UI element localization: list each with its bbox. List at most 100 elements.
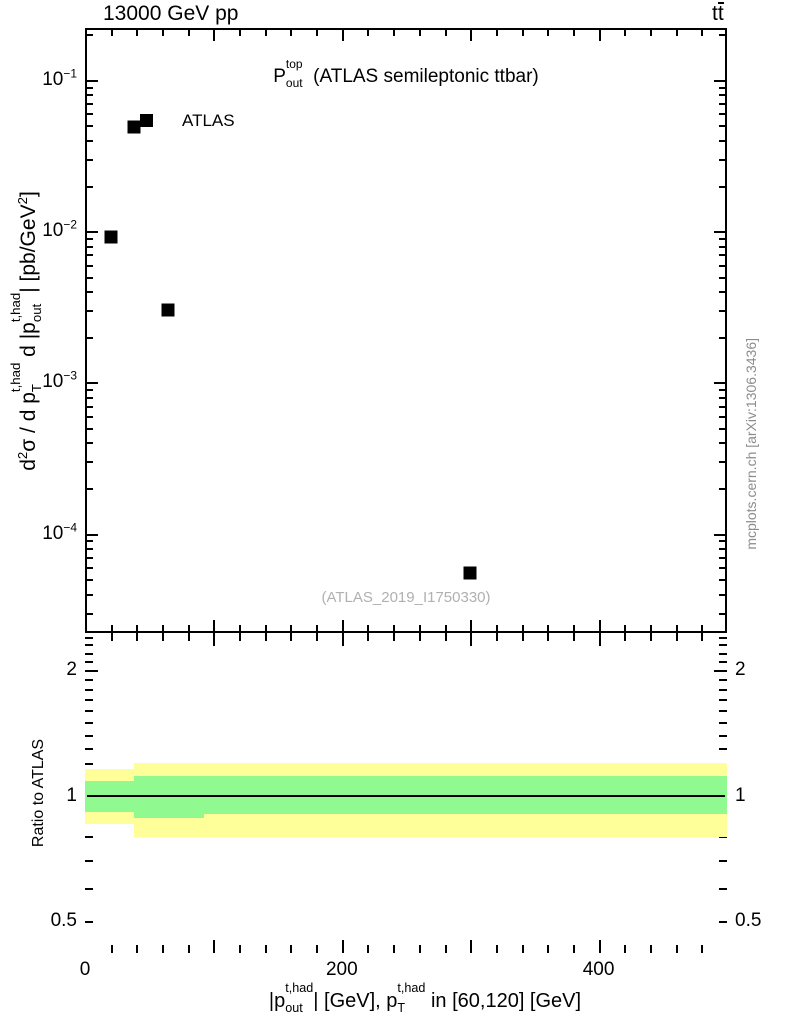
x-minor-tick (188, 633, 190, 641)
xt-sub2: T (397, 1001, 406, 1016)
x-minor-tick (188, 945, 190, 953)
y-minor-tick (719, 557, 727, 559)
y-major-tick (85, 534, 98, 536)
x-major-tick (599, 28, 601, 41)
y-minor-tick (719, 310, 727, 312)
y-minor-tick (85, 34, 93, 36)
y-minor-tick (85, 265, 93, 267)
inner-uncertainty-band-segment-1 (133, 775, 205, 818)
xt-p1: |p (268, 989, 286, 1012)
ratio-y-major-tick (714, 670, 727, 672)
y-minor-tick (719, 540, 727, 542)
xt-tail: in [60,120] [GeV] (430, 989, 582, 1012)
ratio-y-minor-tick (719, 679, 727, 681)
xt-sup1: t,had (285, 980, 314, 995)
ratio-y-minor-tick (85, 644, 93, 646)
x-minor-tick (624, 945, 626, 953)
y-minor-tick (719, 186, 727, 188)
x-minor-tick (162, 28, 164, 36)
x-minor-tick (393, 28, 395, 36)
x-minor-tick (522, 28, 524, 36)
x-minor-tick (111, 28, 113, 36)
x-major-tick (599, 620, 601, 633)
ratio-y-minor-tick (85, 689, 93, 691)
x-minor-tick (188, 28, 190, 36)
x-minor-tick (701, 625, 703, 633)
plot-title-symbol: P (273, 66, 286, 88)
x-major-tick (599, 633, 601, 646)
x-major-tick (342, 940, 344, 953)
y-minor-tick (719, 87, 727, 89)
yt-d: | [pb/GeV (17, 203, 41, 293)
y-major-tick (714, 80, 727, 82)
x-minor-tick (419, 625, 421, 633)
x-minor-tick (367, 28, 369, 36)
y-minor-tick (85, 238, 93, 240)
y-minor-tick (719, 461, 727, 463)
x-minor-tick (522, 945, 524, 953)
x-minor-tick (676, 625, 678, 633)
y-minor-tick (85, 442, 93, 444)
ratio-y-minor-tick (85, 710, 93, 712)
y-tick-label-2: 10−3 (0, 368, 77, 393)
y-minor-tick (719, 337, 727, 339)
x-minor-tick (136, 28, 138, 36)
y-minor-tick (85, 428, 93, 430)
y-minor-tick (719, 34, 727, 36)
ratio-y-tick-label-right-0: 2 (735, 658, 746, 680)
y-minor-tick (719, 265, 727, 267)
ratio-y-minor-tick (719, 888, 727, 890)
x-tick-label-1: 200 (325, 959, 358, 980)
legend-label-atlas: ATLAS (182, 111, 235, 130)
x-minor-tick (290, 945, 292, 953)
ratio-y-minor-tick (85, 653, 93, 655)
data-point-0-1 (127, 120, 141, 134)
y-minor-tick (85, 613, 93, 615)
ratio-y-minor-tick (719, 748, 727, 750)
y-minor-tick (85, 140, 93, 142)
x-minor-tick (188, 625, 190, 633)
y-tick-exponent-2: −3 (63, 368, 77, 383)
x-major-tick (213, 633, 215, 646)
ratio-y-minor-tick (85, 699, 93, 701)
y-minor-tick (85, 159, 93, 161)
ratio-y-minor-tick (85, 836, 93, 838)
y-minor-tick (719, 397, 727, 399)
x-minor-tick (265, 625, 267, 633)
x-minor-tick (445, 633, 447, 641)
ratio-y-minor-tick (85, 679, 93, 681)
y-major-tick (85, 80, 98, 82)
y-minor-tick (719, 579, 727, 581)
x-minor-tick (419, 633, 421, 641)
x-minor-tick (136, 633, 138, 641)
x-minor-tick (547, 625, 549, 633)
y-tick-exponent-3: −4 (63, 520, 77, 535)
x-minor-tick (290, 633, 292, 641)
x-minor-tick (676, 945, 678, 953)
x-minor-tick (239, 945, 241, 953)
x-minor-tick (624, 28, 626, 36)
y-tick-mantissa-1: 10 (42, 220, 64, 242)
x-minor-tick (522, 633, 524, 641)
yt-d-sup: 2 (15, 196, 31, 204)
x-minor-tick (573, 625, 575, 633)
x-minor-tick (650, 633, 652, 641)
x-minor-tick (650, 28, 652, 36)
y-major-tick (714, 534, 727, 536)
y-minor-tick (85, 186, 93, 188)
y-minor-tick (85, 337, 93, 339)
x-minor-tick (496, 633, 498, 641)
x-minor-tick (573, 28, 575, 36)
x-minor-tick (445, 28, 447, 36)
x-minor-tick (547, 633, 549, 641)
x-minor-tick (367, 633, 369, 641)
y-major-tick (85, 382, 98, 384)
process-label: tt (712, 2, 724, 25)
plot-title-sub: out (285, 76, 303, 91)
y-minor-tick (85, 246, 93, 248)
y-minor-tick (85, 291, 93, 293)
y-tick-mantissa-0: 10 (42, 68, 64, 90)
yt-a: d (17, 458, 41, 471)
y-minor-tick (85, 113, 93, 115)
